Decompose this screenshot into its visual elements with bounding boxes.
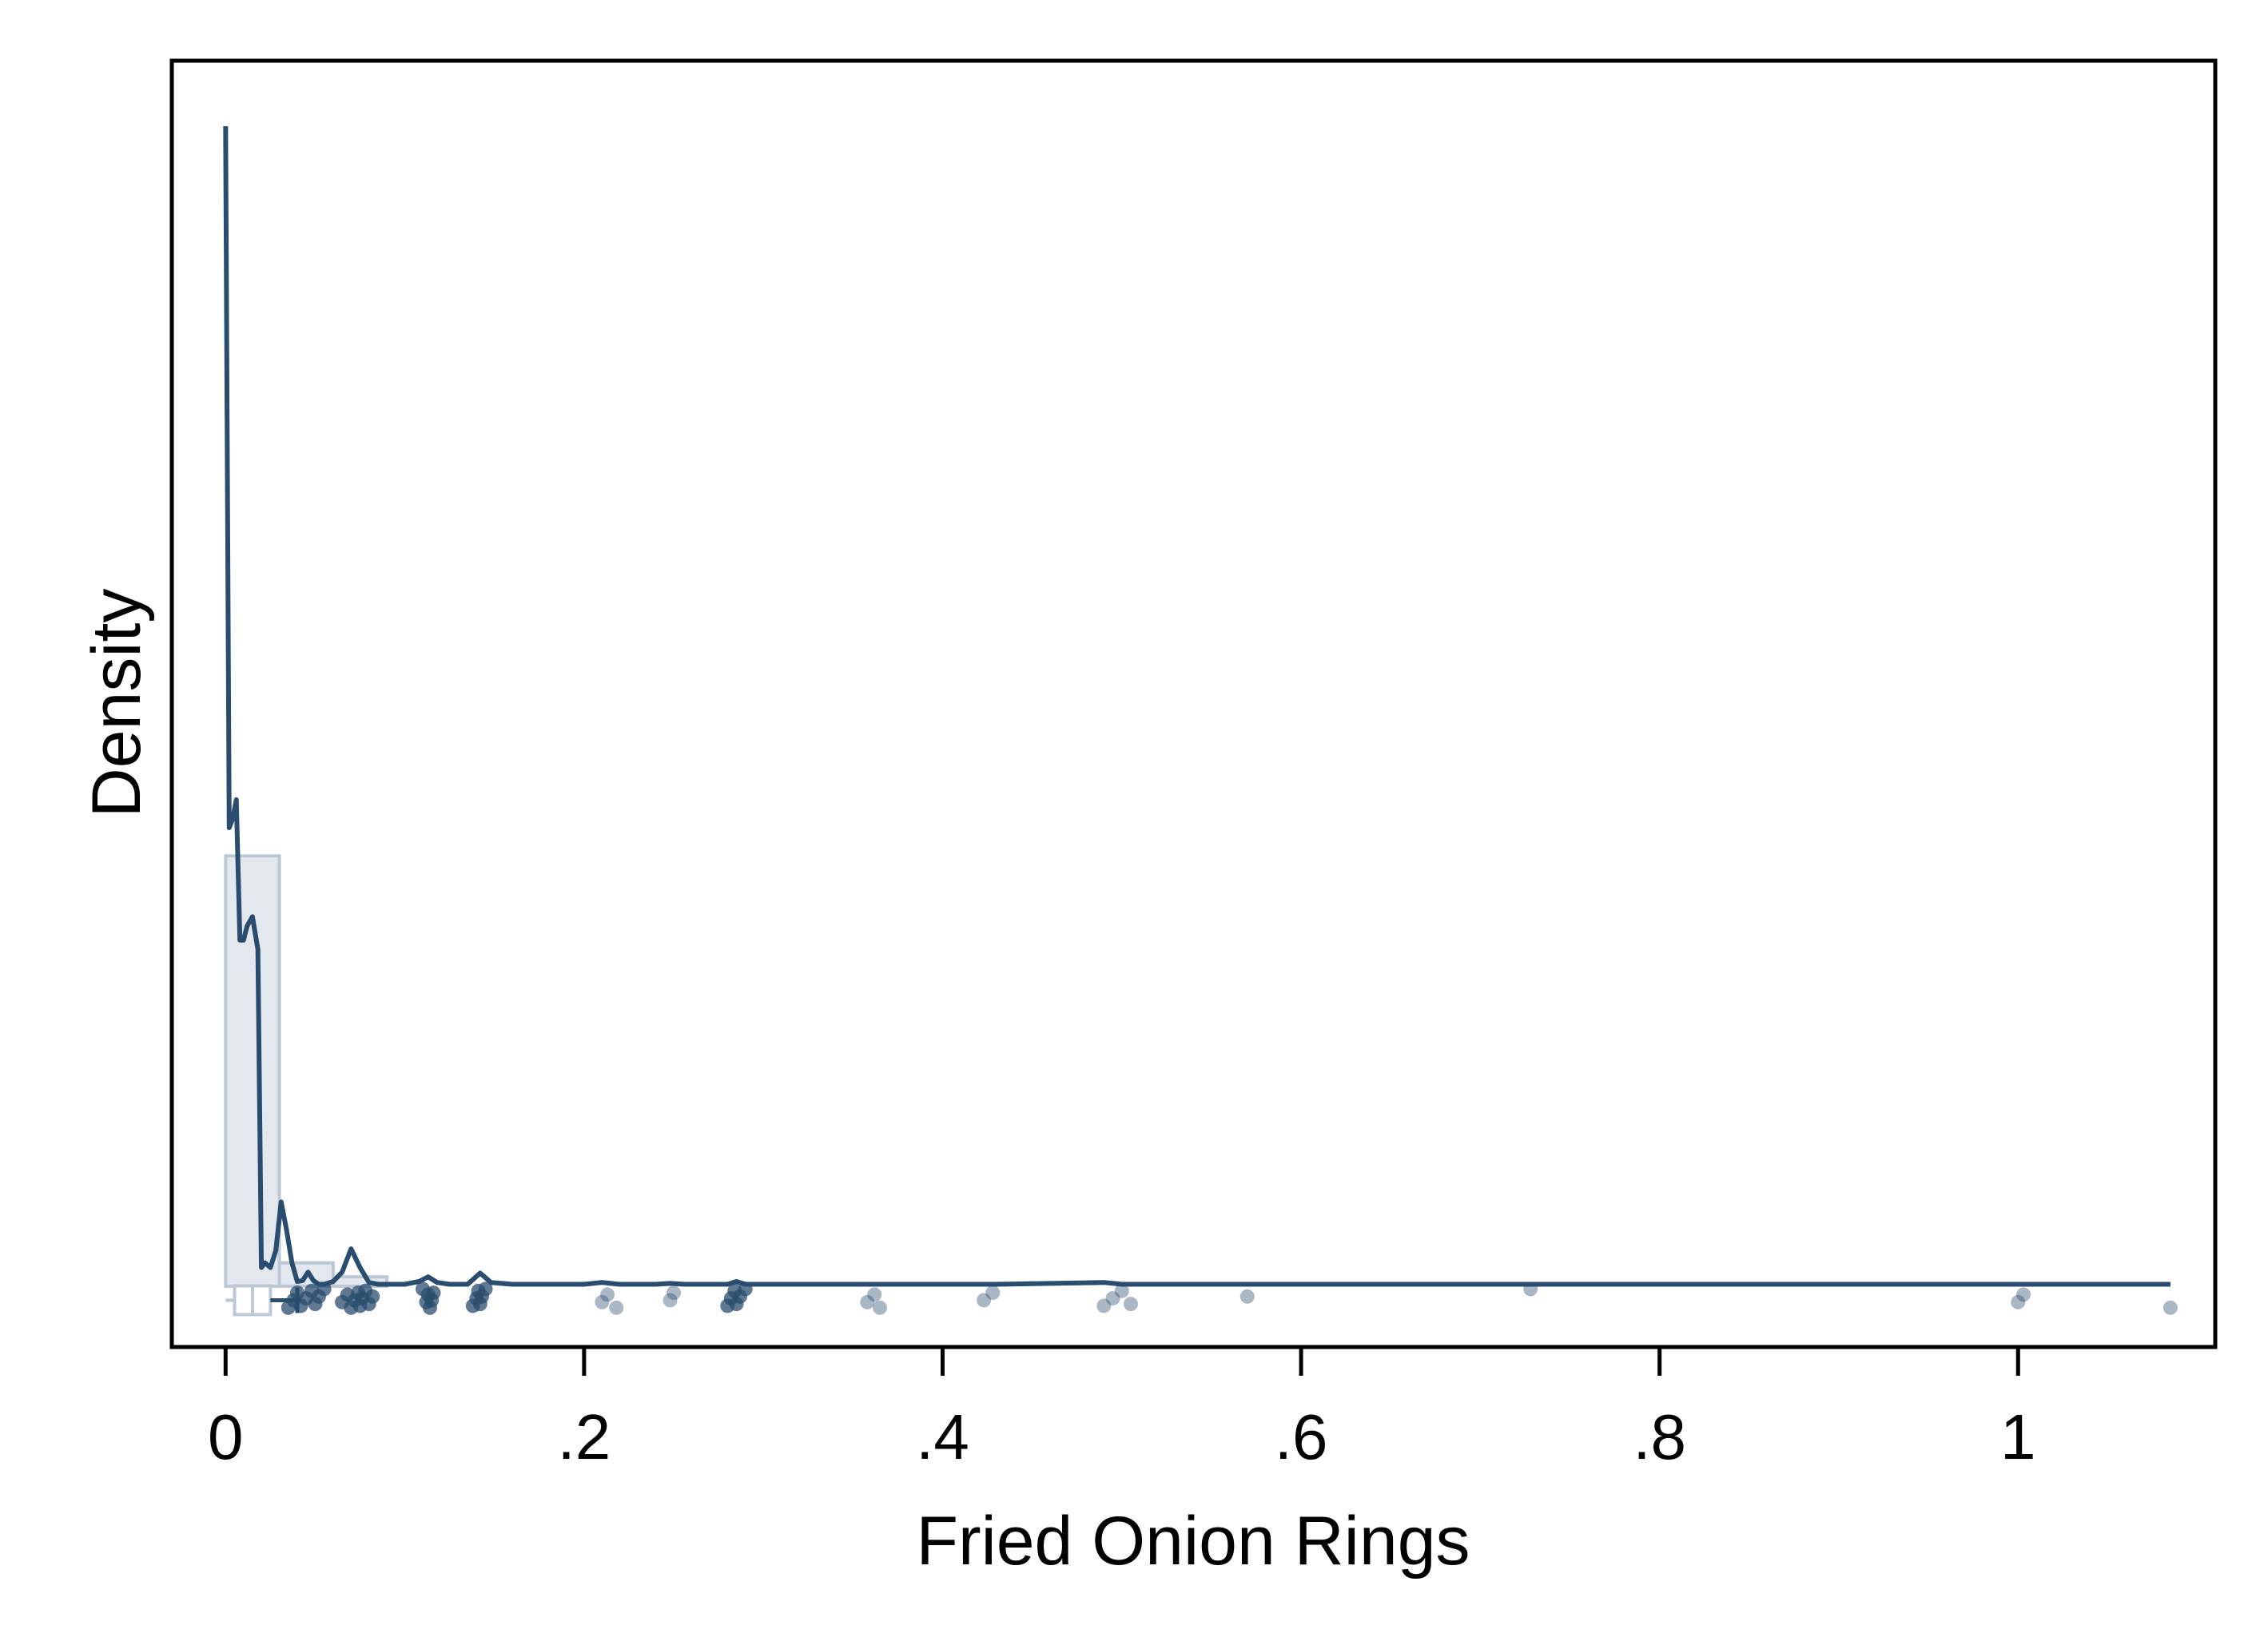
x-axis-ticks: 0 .2 .4 .6 .8 1 xyxy=(208,1347,2036,1472)
jitter-point xyxy=(1105,1291,1120,1306)
jitter-point xyxy=(609,1300,624,1315)
jitter-point xyxy=(2163,1300,2178,1315)
jitter-point xyxy=(985,1285,1001,1301)
jitter-points-layer xyxy=(281,1281,2178,1315)
jitter-point xyxy=(1123,1297,1138,1312)
jitter-point xyxy=(1096,1298,1112,1313)
x-axis-tick-label: 1 xyxy=(2000,1401,2036,1472)
x-axis-tick-label: .8 xyxy=(1633,1401,1686,1472)
jitter-point xyxy=(365,1289,380,1304)
jitter-point xyxy=(2016,1287,2031,1302)
jitter-point xyxy=(666,1285,682,1301)
density-curve-layer xyxy=(223,125,2171,1287)
x-axis-title: Fried Onion Rings xyxy=(916,1503,1470,1579)
x-axis-tick-label: .4 xyxy=(916,1401,969,1472)
jitter-point xyxy=(872,1300,887,1315)
jitter-point xyxy=(2011,1294,2026,1309)
jitter-point xyxy=(426,1285,441,1301)
x-axis-tick-label: 0 xyxy=(208,1401,244,1472)
jitter-point xyxy=(662,1293,678,1308)
y-axis-title: Density xyxy=(78,589,155,818)
jitter-point xyxy=(867,1287,882,1302)
jitter-point xyxy=(1114,1283,1129,1298)
jitter-point xyxy=(478,1281,493,1297)
jitter-point xyxy=(977,1293,992,1308)
x-axis-tick-label: .2 xyxy=(558,1401,611,1472)
density-curve xyxy=(223,125,2171,1287)
jitter-point xyxy=(860,1294,875,1309)
x-axis-tick-label: .6 xyxy=(1275,1401,1328,1472)
jitter-point xyxy=(595,1294,610,1309)
jitter-point xyxy=(600,1287,615,1302)
plot-frame xyxy=(169,58,2218,1349)
jitter-point xyxy=(1239,1289,1255,1304)
